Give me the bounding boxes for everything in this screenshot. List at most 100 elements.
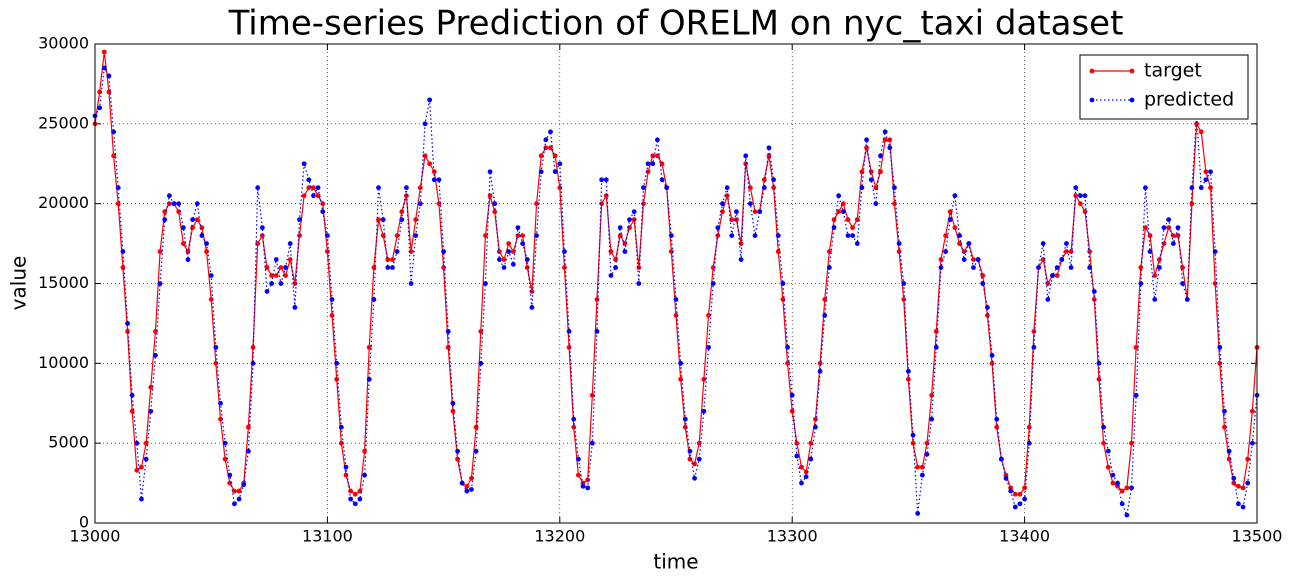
data-point [1245, 456, 1251, 462]
data-point [385, 257, 391, 262]
data-point [348, 496, 354, 502]
data-point [813, 416, 818, 422]
data-point [139, 464, 144, 470]
legend-box [1079, 54, 1249, 120]
data-point [613, 265, 618, 270]
data-point [1054, 273, 1060, 278]
data-point [390, 257, 395, 262]
data-point [901, 297, 907, 302]
data-point [1096, 360, 1102, 366]
data-point [971, 257, 976, 262]
legend-marker [1129, 97, 1135, 103]
data-point [343, 464, 349, 470]
data-point [510, 261, 516, 267]
data-point [734, 209, 739, 215]
data-point [1203, 177, 1209, 183]
data-point [552, 169, 558, 175]
data-point [404, 185, 409, 191]
data-point [701, 376, 707, 382]
data-point [566, 344, 572, 350]
data-point [636, 281, 642, 286]
data-point [376, 185, 381, 191]
data-point [422, 121, 428, 127]
data-point [464, 488, 470, 494]
data-point [989, 352, 995, 358]
data-point [334, 360, 340, 366]
data-point [840, 201, 846, 207]
data-point [850, 233, 856, 239]
data-point [659, 161, 665, 167]
data-point [469, 475, 474, 481]
data-point [1050, 273, 1055, 278]
data-point [933, 344, 939, 350]
data-point [524, 265, 530, 270]
data-point [250, 344, 256, 350]
data-point [668, 233, 674, 239]
data-point [301, 193, 307, 199]
data-point [520, 241, 526, 246]
data-point [1031, 329, 1037, 334]
data-point [1073, 185, 1079, 191]
data-point [799, 464, 804, 470]
data-point [1105, 464, 1111, 470]
data-point [1147, 233, 1153, 239]
data-point [427, 97, 433, 103]
data-point [218, 400, 223, 406]
data-point [1064, 241, 1069, 246]
data-point [259, 233, 265, 239]
plot-frame [94, 43, 1258, 524]
data-point [971, 265, 976, 270]
data-point [873, 201, 879, 207]
data-point [645, 161, 651, 167]
data-point [1175, 233, 1181, 239]
data-point [738, 257, 744, 262]
data-point [366, 376, 372, 382]
data-point [176, 201, 182, 207]
data-point [125, 329, 130, 334]
data-point [134, 440, 140, 446]
data-point [478, 360, 484, 366]
data-point [534, 201, 539, 207]
data-point [357, 496, 363, 502]
data-point [232, 501, 237, 507]
data-point [822, 313, 828, 318]
data-point [1240, 504, 1246, 510]
data-point [306, 185, 312, 191]
data-point [1147, 249, 1153, 254]
legend-label: target [1144, 60, 1202, 82]
data-point [213, 360, 219, 366]
data-point [1143, 225, 1148, 231]
data-point [450, 400, 456, 406]
data-point [789, 392, 795, 398]
data-point [594, 329, 600, 334]
x-tick-label: 13300 [767, 527, 818, 546]
data-point [273, 273, 279, 278]
data-point [529, 305, 535, 310]
data-point [1012, 504, 1018, 510]
data-point [501, 265, 507, 270]
data-point [641, 201, 646, 207]
data-point [808, 440, 814, 446]
data-point [1161, 225, 1167, 231]
data-point [752, 209, 758, 215]
data-point [627, 225, 632, 231]
data-point [255, 185, 261, 191]
data-point [687, 448, 693, 454]
data-point [720, 201, 725, 207]
data-point [566, 329, 572, 334]
data-point [543, 137, 549, 143]
data-point [617, 225, 623, 231]
data-point [1068, 265, 1074, 270]
data-point [1217, 344, 1223, 350]
data-point [1082, 193, 1088, 199]
data-point [887, 145, 893, 151]
data-point [1156, 265, 1162, 270]
data-point [1129, 440, 1134, 446]
data-point [1198, 129, 1204, 135]
data-point [910, 432, 916, 438]
data-point [380, 217, 386, 223]
data-point [603, 193, 609, 199]
data-point [297, 217, 302, 223]
data-point [919, 472, 925, 478]
data-point [575, 472, 581, 478]
